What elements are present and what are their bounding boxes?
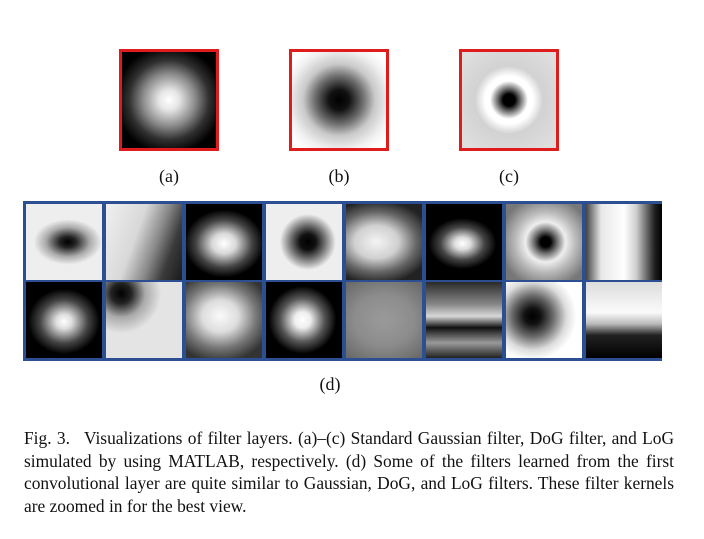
filter-cell [586, 282, 662, 358]
filter-cell [586, 204, 662, 280]
filter-cell [266, 204, 342, 280]
filter-cell [426, 204, 502, 280]
label-a: (a) [159, 166, 179, 186]
kernel-log [459, 49, 559, 151]
filter-cell [186, 204, 262, 280]
filter-cell [106, 282, 182, 358]
figure-caption: Fig. 3. Visualizations of filter layers. … [24, 427, 674, 517]
label-d: (d) [319, 374, 341, 394]
kernel-gaussian [119, 49, 219, 151]
filter-cell [106, 204, 182, 280]
figure-number: Fig. 3. [24, 428, 70, 448]
label-c: (c) [499, 166, 519, 186]
filter-cell [346, 282, 422, 358]
filter-cell [26, 204, 102, 280]
filter-cell [426, 282, 502, 358]
caption-text: Visualizations of filter layers. (a)–(c)… [24, 428, 675, 516]
filter-cell [506, 282, 582, 358]
kernel-dog [289, 49, 389, 151]
filter-cell [186, 282, 262, 358]
filter-cell [266, 282, 342, 358]
label-b: (b) [328, 166, 350, 186]
filter-cell [346, 204, 422, 280]
learned-filters-grid [23, 201, 662, 361]
filter-cell [506, 204, 582, 280]
filter-cell [26, 282, 102, 358]
